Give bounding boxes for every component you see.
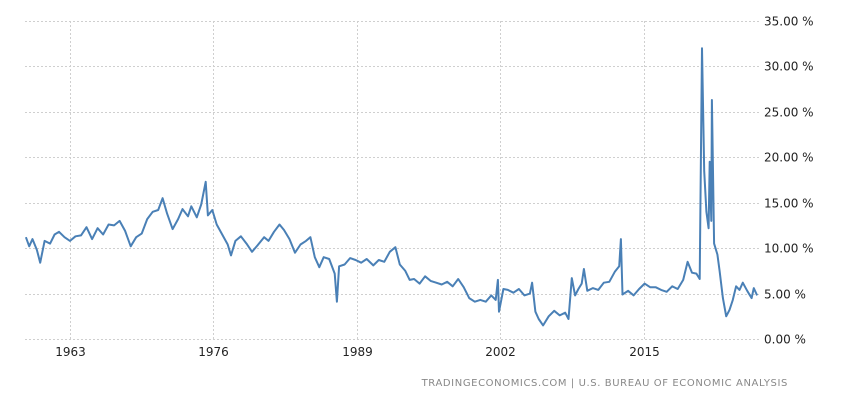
y-tick-label: 10.00 % (764, 242, 814, 256)
horizontal-gridlines (25, 21, 760, 340)
y-tick-label: 35.00 % (764, 15, 814, 29)
y-tick-label: 5.00 % (764, 288, 806, 302)
series-line (24, 47, 759, 327)
x-tick-label: 2015 (629, 345, 660, 359)
x-tick-label: 1989 (342, 345, 373, 359)
x-tick-label: 1976 (198, 345, 229, 359)
y-tick-label: 0.00 % (764, 333, 806, 347)
x-tick-label: 1963 (55, 345, 86, 359)
y-tick-label: 30.00 % (764, 60, 814, 74)
y-axis-tick-labels: 0.00 % 5.00 % 10.00 % 15.00 % 20.00 % 25.00 %… (764, 15, 814, 347)
y-tick-label: 25.00 % (764, 106, 814, 120)
x-axis-tick-labels: 1963 1976 1989 2002 2015 (55, 345, 660, 359)
y-tick-label: 20.00 % (764, 151, 814, 165)
x-tick-label: 2002 (485, 345, 516, 359)
vertical-gridlines (70, 21, 645, 339)
source-attribution: TRADINGECONOMICS.COM | U.S. BUREAU OF EC… (421, 378, 788, 389)
y-tick-label: 15.00 % (764, 197, 814, 211)
